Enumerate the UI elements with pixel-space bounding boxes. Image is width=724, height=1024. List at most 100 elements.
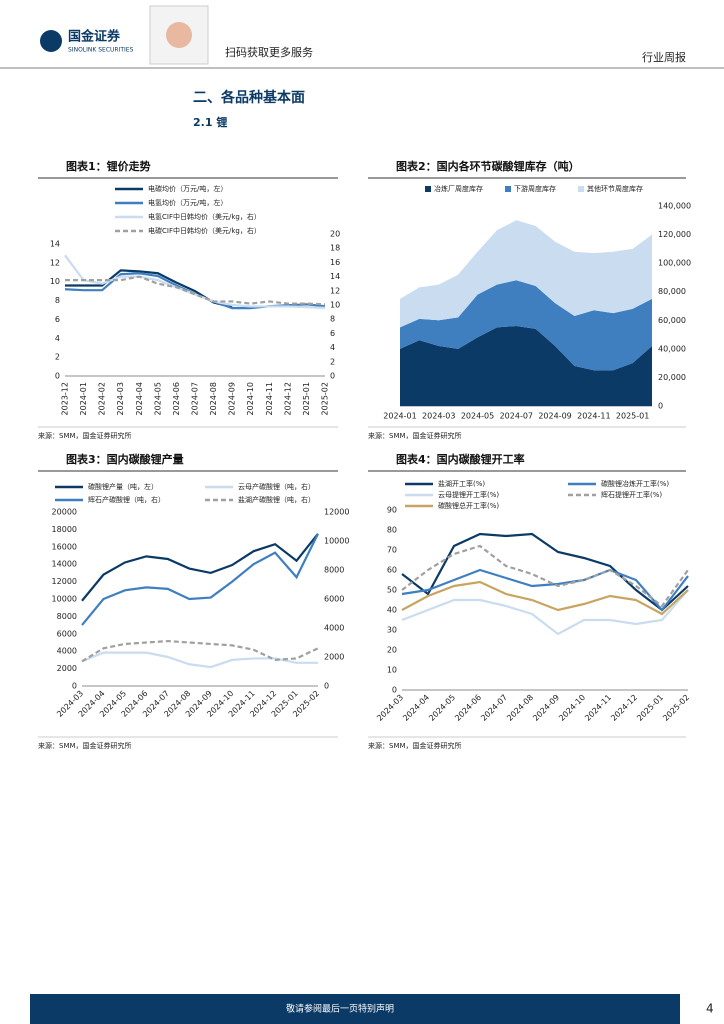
x-tick-label: 2024-09 bbox=[228, 382, 237, 415]
x-tick-label: 2024-05 bbox=[153, 382, 162, 415]
legend-label: 电碳CIF中日韩均价（美元/kg，右） bbox=[148, 226, 261, 235]
area bbox=[400, 280, 652, 371]
y-tick-label: 40 bbox=[387, 606, 397, 615]
qr-avatar bbox=[166, 22, 192, 48]
x-tick-label: 2024-11 bbox=[583, 693, 613, 723]
y2-tick-label: 6 bbox=[330, 329, 335, 338]
y-tick-label: 12 bbox=[50, 258, 60, 267]
y-tick-label: 8000 bbox=[57, 612, 77, 621]
y2-tick-label: 2000 bbox=[324, 653, 344, 662]
logo-en: SINOLINK SECURITIES bbox=[68, 47, 134, 54]
logo-cn: 国金证券 bbox=[68, 29, 121, 45]
legend-swatch bbox=[505, 186, 511, 192]
x-tick-label: 2024-01 bbox=[79, 382, 88, 415]
series-line bbox=[81, 639, 319, 663]
series-line bbox=[401, 580, 689, 616]
y-tick-label: 10 bbox=[387, 666, 397, 675]
y-tick-label: 100,000 bbox=[658, 259, 691, 268]
y2-tick-label: 14 bbox=[330, 272, 340, 281]
chart-title: 图表2：国内各环节碳酸锂库存（吨） bbox=[396, 159, 580, 173]
y-tick-label: 6 bbox=[55, 315, 60, 324]
legend-label: 辉石产碳酸锂（吨，右） bbox=[88, 495, 165, 504]
y2-tick-label: 12000 bbox=[324, 508, 349, 517]
y2-tick-label: 8 bbox=[330, 315, 335, 324]
series-line bbox=[64, 254, 326, 309]
y-tick-label: 60 bbox=[387, 566, 397, 575]
x-tick-label: 2024-11 bbox=[577, 412, 610, 421]
y-tick-label: 0 bbox=[72, 682, 77, 691]
x-tick-label: 2023-12 bbox=[61, 382, 70, 415]
y-tick-label: 0 bbox=[392, 686, 397, 695]
y-tick-label: 40,000 bbox=[658, 344, 686, 353]
x-tick-label: 2024-12 bbox=[609, 693, 639, 723]
y2-tick-label: 20 bbox=[330, 230, 340, 239]
series-line bbox=[401, 544, 689, 608]
x-tick-label: 2024-08 bbox=[209, 382, 218, 415]
y-tick-label: 120,000 bbox=[658, 230, 691, 239]
x-tick-label: 2024-06 bbox=[172, 382, 181, 415]
footer-disclaimer: 敬请参阅最后一页特别声明 bbox=[286, 1003, 394, 1015]
y-tick-label: 80 bbox=[387, 526, 397, 535]
y2-tick-label: 4 bbox=[330, 343, 335, 352]
y-tick-label: 2000 bbox=[57, 664, 77, 673]
x-tick-label: 2024-08 bbox=[505, 693, 535, 723]
x-tick-label: 2024-05 bbox=[427, 693, 457, 723]
y-tick-label: 140,000 bbox=[658, 202, 691, 211]
y-tick-label: 90 bbox=[387, 506, 397, 515]
y-tick-label: 20000 bbox=[52, 508, 77, 517]
y-tick-label: 0 bbox=[55, 372, 60, 381]
y2-tick-label: 16 bbox=[330, 258, 340, 267]
x-tick-label: 2025-01 bbox=[616, 412, 649, 421]
x-tick-label: 2024-03 bbox=[116, 382, 125, 415]
legend-label: 盐湖产碳酸锂（吨，右） bbox=[238, 495, 315, 504]
legend-label: 碳酸锂产量（吨，左） bbox=[88, 482, 158, 491]
chart-source: 来源：SMM，国金证券研究所 bbox=[368, 741, 462, 750]
chart-title: 图表3：国内碳酸锂产量 bbox=[66, 452, 184, 466]
x-tick-label: 2024-03 bbox=[375, 693, 405, 723]
area bbox=[400, 220, 652, 328]
x-tick-label: 2024-09 bbox=[538, 412, 571, 421]
legend-label: 辉石提锂开工率(%) bbox=[601, 490, 662, 499]
y-tick-label: 50 bbox=[387, 586, 397, 595]
logo-icon bbox=[40, 30, 62, 52]
chart-source: 来源：SMM，国金证券研究所 bbox=[368, 431, 462, 440]
legend-label: 云母产碳酸锂（吨，右） bbox=[238, 482, 315, 491]
x-tick-label: 2024-04 bbox=[135, 382, 144, 415]
legend-label: 电氢CIF中日韩均价（美元/kg，右） bbox=[148, 212, 261, 221]
y-tick-label: 70 bbox=[387, 546, 397, 555]
y-tick-label: 10000 bbox=[52, 595, 77, 604]
y-tick-label: 4 bbox=[55, 334, 60, 343]
x-tick-label: 2024-04 bbox=[401, 693, 431, 723]
legend-label: 电碳均价（万元/吨，左） bbox=[148, 184, 227, 193]
series-line bbox=[401, 532, 689, 612]
x-tick-label: 2024-10 bbox=[557, 693, 587, 723]
y2-tick-label: 8000 bbox=[324, 566, 344, 575]
y-tick-label: 4000 bbox=[57, 647, 77, 656]
chart-source: 来源：SMM，国金证券研究所 bbox=[38, 431, 132, 440]
x-tick-label: 2025-01 bbox=[635, 693, 665, 723]
x-tick-label: 2024-01 bbox=[383, 412, 416, 421]
legend-label: 云母提锂开工率(%) bbox=[438, 490, 499, 499]
y-tick-label: 14000 bbox=[52, 560, 77, 569]
chart-title: 图表1：锂价走势 bbox=[66, 159, 151, 173]
y-tick-label: 6000 bbox=[57, 629, 77, 638]
y2-tick-label: 0 bbox=[330, 372, 335, 381]
y-tick-label: 60,000 bbox=[658, 316, 686, 325]
legend-swatch bbox=[578, 186, 584, 192]
subsection-title: 2.1 锂 bbox=[193, 115, 227, 129]
area bbox=[400, 326, 652, 406]
y-tick-label: 20 bbox=[387, 646, 397, 655]
series-line bbox=[81, 533, 319, 626]
x-tick-label: 2024-05 bbox=[461, 412, 494, 421]
y2-tick-label: 4000 bbox=[324, 624, 344, 633]
y-tick-label: 8 bbox=[55, 296, 60, 305]
section-title: 二、各品种基本面 bbox=[193, 89, 305, 106]
chart-title: 图表4：国内碳酸锂开工率 bbox=[396, 452, 525, 466]
series-line bbox=[65, 275, 326, 306]
x-tick-label: 2024-09 bbox=[531, 693, 561, 723]
y2-tick-label: 0 bbox=[324, 682, 329, 691]
y-tick-label: 0 bbox=[658, 402, 663, 411]
legend-label: 下游周度库存 bbox=[514, 184, 556, 193]
page-number: 4 bbox=[706, 1002, 714, 1016]
